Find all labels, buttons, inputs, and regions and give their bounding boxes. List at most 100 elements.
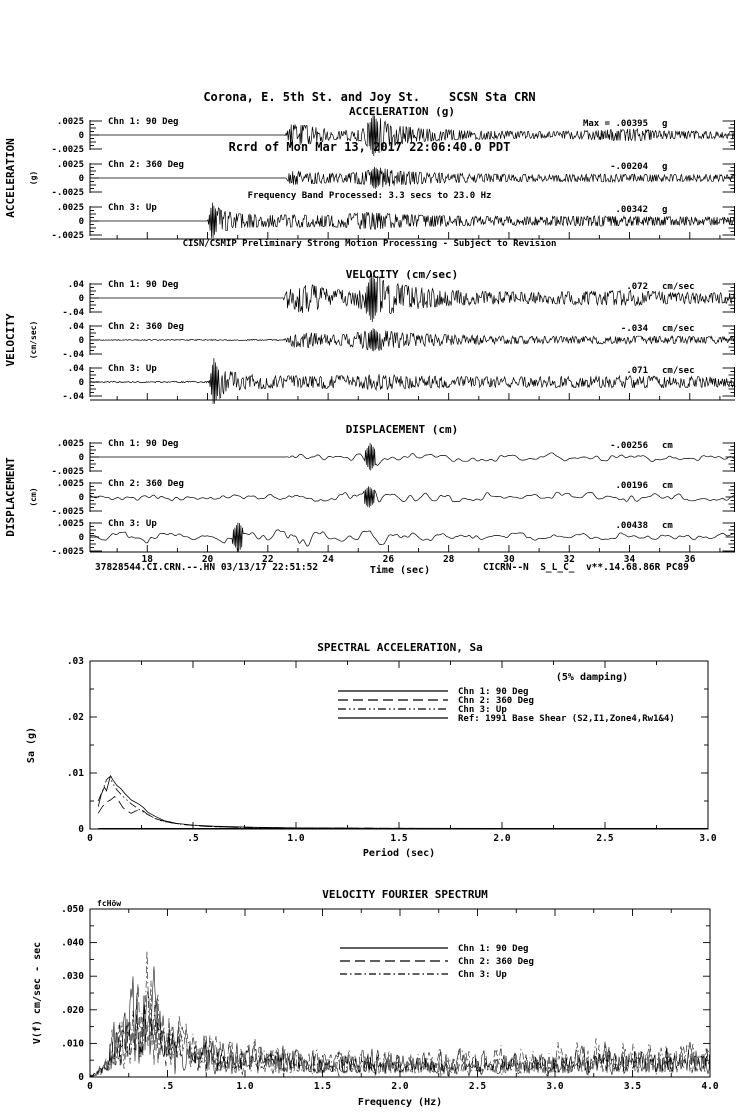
max-unit: cm [662, 441, 673, 451]
acceleration-side-unit: (g) [29, 171, 38, 185]
x-tick-label: 4.0 [701, 1081, 718, 1092]
x-tick-label: 2.0 [493, 833, 510, 844]
channel-label: Chn 3: Up [108, 519, 157, 529]
y-tick-label: -.0025 [51, 145, 84, 155]
y-tick-label: .04 [68, 280, 85, 290]
y-tick-label: 0 [79, 174, 84, 184]
y-tick-label: 0 [78, 1072, 84, 1083]
channel-label: Chn 3: Up [108, 203, 157, 213]
time-tick-label: 34 [624, 554, 636, 565]
y-tick-label: 0 [79, 336, 84, 346]
max-value: Max = .00395 [583, 119, 648, 129]
max-unit: cm [662, 481, 673, 491]
plot-frame [89, 908, 711, 1078]
frequency-band-note: Frequency Band Processed: 3.3 secs to 23… [247, 191, 492, 201]
sa-x-axis-label: Period (sec) [363, 847, 435, 859]
x-tick-label: 1.0 [236, 1081, 253, 1092]
x-tick-label: 0 [87, 1081, 93, 1092]
fourier-curve-chn-1-90-deg [89, 966, 711, 1077]
time-axis-label: Time (sec) [370, 564, 430, 576]
max-value: .00342 [615, 205, 648, 215]
time-tick-label: 22 [262, 554, 273, 565]
displacement-title: DISPLACEMENT (cm) [346, 423, 459, 436]
legend-label: Chn 3: Up [458, 705, 507, 715]
channel-label: Chn 2: 360 Deg [108, 160, 184, 170]
trace-chn-3-up [90, 202, 736, 238]
max-unit: g [662, 119, 667, 129]
y-tick-label: .0025 [57, 160, 84, 170]
y-tick-label: -.0025 [51, 188, 84, 198]
y-tick-label: -.0025 [51, 231, 84, 241]
sa-curve-chn-2-360-deg [97, 795, 709, 830]
legend-label: Chn 1: 90 Deg [458, 944, 528, 954]
channel-label: Chn 1: 90 Deg [108, 117, 178, 127]
fc-annotation: fcHöw [97, 899, 121, 908]
report-header: Corona, E. 5th St. and Joy St. SCSN Sta … [0, 53, 739, 287]
y-tick-label: .0025 [57, 117, 84, 127]
y-tick-label: -.04 [62, 392, 84, 402]
time-tick-label: 20 [202, 554, 214, 565]
y-tick-label: 0 [79, 294, 84, 304]
x-tick-label: 2.5 [469, 1081, 486, 1092]
y-tick-label: .0025 [57, 439, 84, 449]
max-value: -.00204 [610, 162, 649, 172]
y-tick-label: .040 [61, 938, 84, 949]
sa-curve-chn-1-90-deg [97, 774, 708, 829]
max-unit: cm/sec [662, 324, 695, 334]
trace-chn-1-90-deg [90, 443, 736, 471]
y-tick-label: -.0025 [51, 547, 84, 557]
legend-label: Chn 1: 90 Deg [458, 687, 528, 697]
velocity-title: VELOCITY (cm/sec) [346, 268, 459, 281]
max-unit: cm/sec [662, 282, 695, 292]
x-tick-label: 2.5 [596, 833, 613, 844]
sa-curve-chn-3-up [97, 776, 709, 830]
station-code-footer: CICRN--N S_L_C_ v**.14.68.86R PC89 [483, 562, 689, 573]
max-value: .00196 [615, 481, 648, 491]
y-tick-label: .030 [61, 971, 84, 982]
acceleration-side-label: ACCELERATION [4, 138, 17, 217]
fourier-curve-chn-2-360-deg [89, 983, 711, 1078]
y-tick-label: -.04 [62, 308, 84, 318]
legend-label: Ref: 1991 Base Shear (S2,I1,Zone4,Rw1&4) [458, 714, 675, 724]
x-tick-label: 3.0 [699, 833, 716, 844]
x-tick-label: 3.0 [546, 1081, 563, 1092]
channel-label: Chn 2: 360 Deg [108, 322, 184, 332]
time-tick-label: 24 [322, 554, 334, 565]
x-tick-label: 3.5 [624, 1081, 641, 1092]
y-tick-label: .04 [68, 322, 85, 332]
time-tick-label: 30 [503, 554, 515, 565]
acceleration-title: ACCELERATION (g) [349, 105, 455, 118]
acceleration-chart: ACCELERATION (g) ACCELERATION (g) .0025 0 -.0… [4, 105, 736, 241]
time-tick-label: 18 [142, 554, 154, 565]
y-tick-label: 0 [79, 493, 84, 503]
max-value: .071 [626, 366, 648, 376]
channel-label: Chn 3: Up [108, 364, 157, 374]
y-tick-label: 0 [79, 533, 84, 543]
max-value: .00438 [615, 521, 648, 531]
displacement-side-label: DISPLACEMENT [4, 457, 17, 537]
max-value: -.00256 [610, 441, 648, 451]
y-tick-label: -.0025 [51, 467, 84, 477]
max-value: .072 [626, 282, 648, 292]
velocity-chart: VELOCITY (cm/sec) VELOCITY (cm/sec) .04 0 -.0… [4, 268, 736, 404]
legend-label: Chn 3: Up [458, 970, 507, 980]
y-tick-label: .02 [67, 712, 84, 723]
spectral-acceleration-chart: SPECTRAL ACCELERATION, Sa 0 .5 1.0 1.5 2.0 2.5… [26, 641, 717, 859]
record-id-footer: 37828544.CI.CRN.--.HN 03/13/17 22:51:52 [95, 562, 319, 573]
trace-chn-1-90-deg [90, 273, 736, 323]
velocity-fourier-spectrum-title: VELOCITY FOURIER SPECTRUM [322, 888, 488, 901]
max-unit: cm/sec [662, 366, 695, 376]
record-datetime: Rcrd of Mon Mar 13, 2017 22:06:40.0 PDT [228, 140, 511, 154]
legend-label: Chn 2: 360 Deg [458, 957, 534, 967]
x-tick-label: .5 [162, 1081, 174, 1092]
y-tick-label: -.0025 [51, 507, 84, 517]
y-tick-label: .010 [61, 1038, 84, 1049]
x-tick-label: 1.5 [314, 1081, 331, 1092]
y-tick-label: .0025 [57, 203, 84, 213]
x-tick-label: 2.0 [391, 1081, 408, 1092]
plot-frame [89, 660, 709, 830]
x-tick-label: .5 [187, 833, 199, 844]
station-title: Corona, E. 5th St. and Joy St. SCSN Sta … [203, 90, 536, 104]
